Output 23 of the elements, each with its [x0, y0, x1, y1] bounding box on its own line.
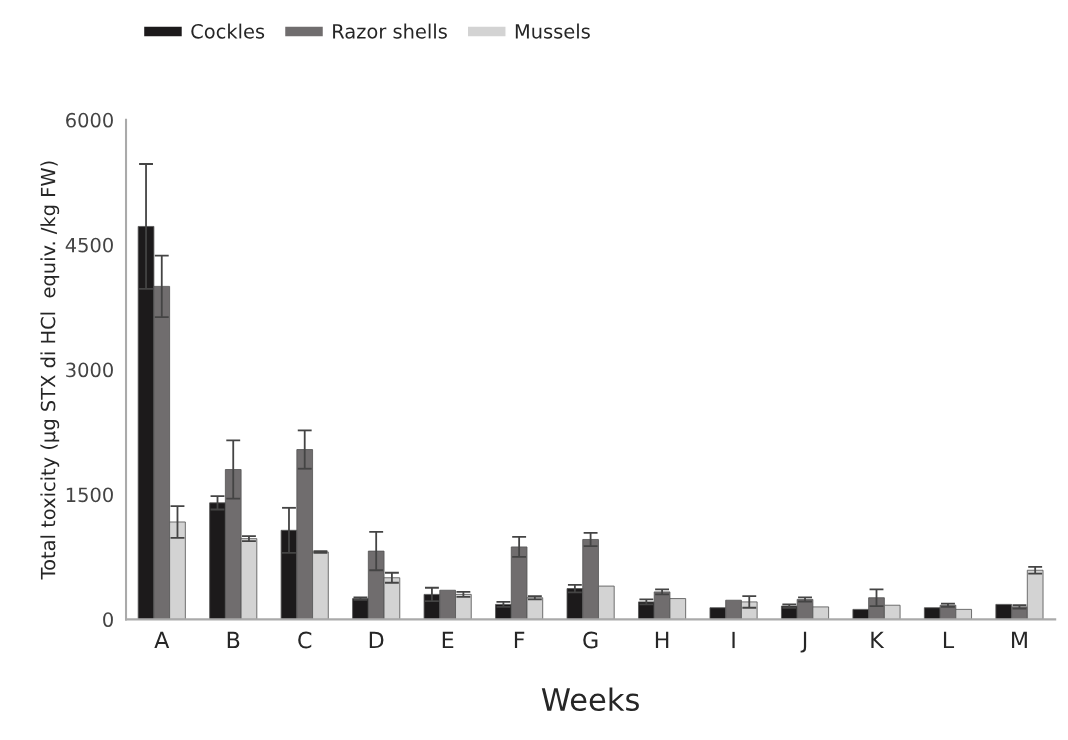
- x-tick-label: H: [655, 631, 669, 649]
- y-tick-label: 1500: [66, 487, 113, 503]
- x-tick-label: D: [369, 631, 384, 649]
- x-tick-label: G: [583, 631, 598, 649]
- x-tick-label: L: [943, 631, 955, 649]
- legend-label: Razor shells: [333, 23, 447, 39]
- x-tick-label: J: [800, 631, 807, 653]
- y-tick-label: 4500: [65, 237, 113, 253]
- x-tick-label: I: [732, 631, 735, 649]
- x-tick-label: M: [1012, 631, 1027, 649]
- y-axis-title: Total toxicity (µg STX di HCl equiv. /kg FW): [40, 161, 60, 580]
- x-tick-label: A: [154, 631, 170, 649]
- x-tick-label: E: [442, 631, 454, 649]
- x-tick-label: C: [298, 631, 312, 649]
- x-axis-title: Weeks: [541, 687, 639, 712]
- x-tick-label: K: [871, 631, 885, 649]
- y-tick-label: 6000: [66, 112, 113, 128]
- y-tick-label: 0: [103, 612, 113, 628]
- y-tick-label: 3000: [66, 362, 113, 378]
- legend-label: Cockles: [191, 23, 265, 39]
- legend-label: Mussels: [515, 23, 590, 39]
- x-tick-label: F: [514, 631, 525, 649]
- x-tick-label: B: [227, 631, 240, 649]
